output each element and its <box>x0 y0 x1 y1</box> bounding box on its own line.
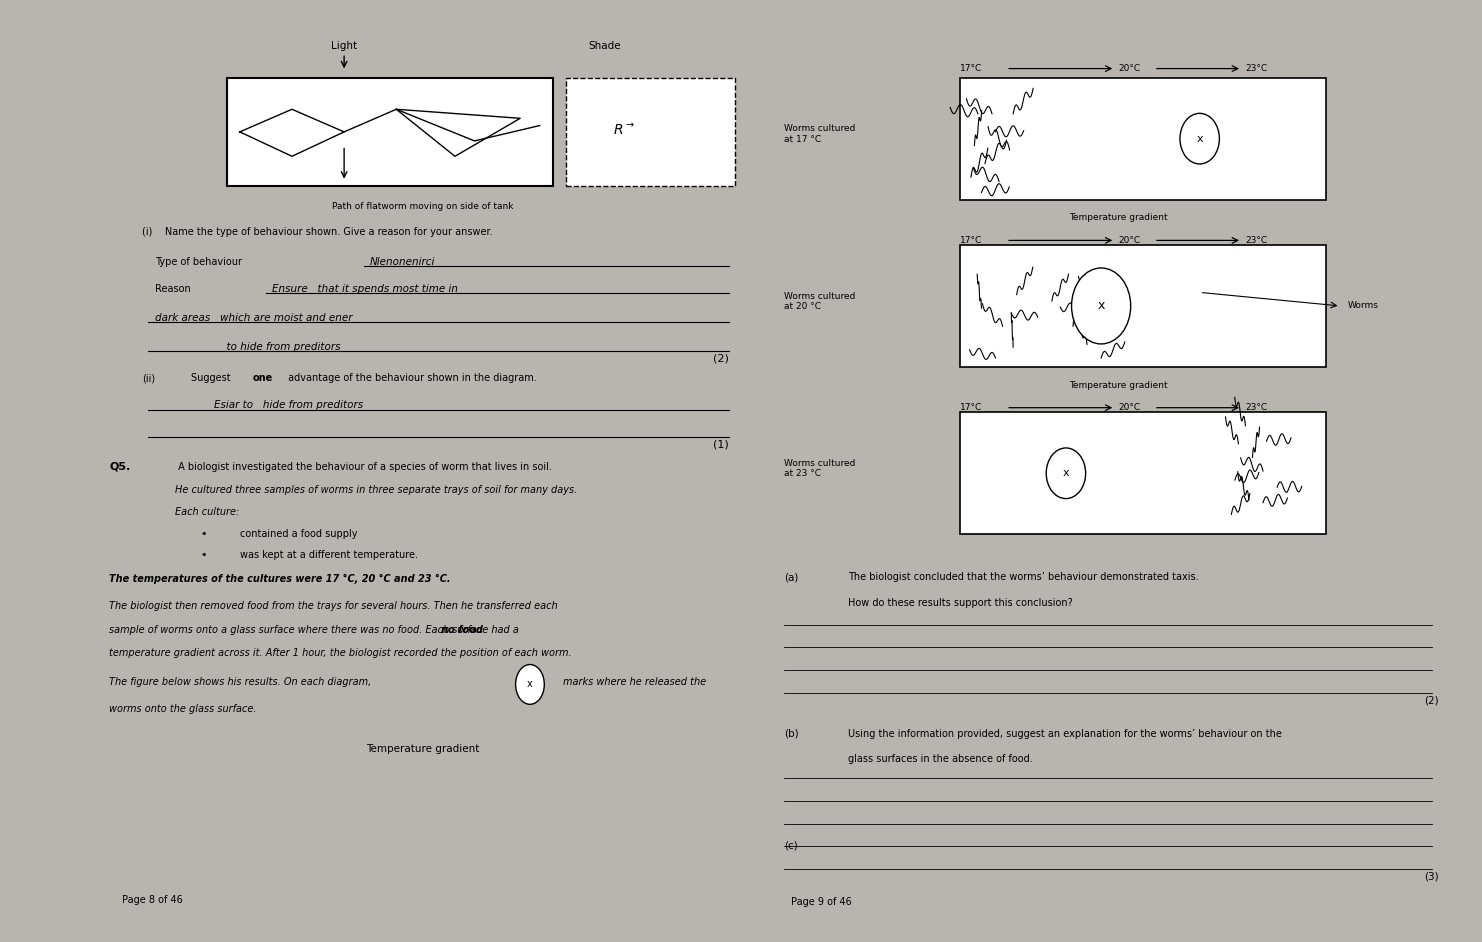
Text: one: one <box>253 373 273 383</box>
Text: Reason: Reason <box>156 284 191 294</box>
Text: The biologist then removed food from the trays for several hours. Then he transf: The biologist then removed food from the… <box>110 601 559 611</box>
Text: x: x <box>528 679 534 690</box>
Text: The figure below shows his results. On each diagram,: The figure below shows his results. On e… <box>110 677 372 687</box>
Text: (2): (2) <box>1424 695 1439 706</box>
Text: Q5.: Q5. <box>110 462 130 472</box>
Text: •: • <box>200 528 207 539</box>
Text: 23°C: 23°C <box>1245 403 1267 413</box>
Text: (1): (1) <box>713 439 729 449</box>
Text: (3): (3) <box>1424 871 1439 882</box>
Circle shape <box>516 664 544 705</box>
Text: 17°C: 17°C <box>960 64 983 73</box>
Text: Light: Light <box>330 41 357 52</box>
Text: Esiar to   hide from preditors: Esiar to hide from preditors <box>213 400 363 411</box>
Text: (b): (b) <box>784 729 799 739</box>
Text: (i)    Name the type of behaviour shown. Give a reason for your answer.: (i) Name the type of behaviour shown. Gi… <box>142 227 492 236</box>
Text: x: x <box>1196 134 1203 144</box>
Text: Shade: Shade <box>588 41 621 52</box>
Text: (2): (2) <box>713 353 729 364</box>
Text: Each culture:: Each culture: <box>175 507 239 517</box>
Text: no food: no food <box>440 625 483 635</box>
Text: Worms cultured
at 20 °C: Worms cultured at 20 °C <box>784 292 855 311</box>
Bar <box>960 245 1326 367</box>
Bar <box>960 413 1326 534</box>
Text: $\mathit{R}^{\rightarrow}$: $\mathit{R}^{\rightarrow}$ <box>614 122 636 138</box>
Text: He cultured three samples of worms in three separate trays of soil for many days: He cultured three samples of worms in th… <box>175 485 576 495</box>
Text: advantage of the behaviour shown in the diagram.: advantage of the behaviour shown in the … <box>286 373 536 383</box>
Text: •: • <box>200 550 207 560</box>
Text: Temperature gradient: Temperature gradient <box>1070 381 1168 390</box>
Circle shape <box>1071 268 1131 344</box>
Text: marks where he released the: marks where he released the <box>563 677 705 687</box>
Text: Page 9 of 46: Page 9 of 46 <box>791 897 852 907</box>
Bar <box>566 77 735 187</box>
Text: Suggest: Suggest <box>191 373 234 383</box>
Text: A biologist investigated the behaviour of a species of worm that lives in soil.: A biologist investigated the behaviour o… <box>175 462 551 472</box>
Text: Using the information provided, suggest an explanation for the worms’ behaviour : Using the information provided, suggest … <box>848 729 1282 739</box>
Text: 17°C: 17°C <box>960 403 983 413</box>
Text: Type of behaviour: Type of behaviour <box>156 256 242 267</box>
Bar <box>227 77 553 187</box>
Circle shape <box>1180 113 1220 164</box>
Text: contained a food supply: contained a food supply <box>240 528 357 539</box>
Text: Page 8 of 46: Page 8 of 46 <box>123 895 184 905</box>
Text: 23°C: 23°C <box>1245 64 1267 73</box>
Text: 20°C: 20°C <box>1119 236 1141 245</box>
Text: (c): (c) <box>784 841 799 851</box>
Text: glass surfaces in the absence of food.: glass surfaces in the absence of food. <box>848 754 1033 764</box>
Text: 23°C: 23°C <box>1245 236 1267 245</box>
Text: sample of worms onto a glass surface where there was no food. Each surface had a: sample of worms onto a glass surface whe… <box>110 625 519 635</box>
Text: The temperatures of the cultures were 17 °C, 20 °C and 23 °C.: The temperatures of the cultures were 17… <box>110 574 451 584</box>
Text: Worms cultured
at 23 °C: Worms cultured at 23 °C <box>784 459 855 479</box>
Text: 20°C: 20°C <box>1119 403 1141 413</box>
Text: (a): (a) <box>784 573 799 582</box>
Text: x: x <box>1098 300 1104 313</box>
Text: Temperature gradient: Temperature gradient <box>366 744 479 755</box>
Text: temperature gradient across it. After 1 hour, the biologist recorded the positio: temperature gradient across it. After 1 … <box>110 648 572 658</box>
Text: to hide from preditors: to hide from preditors <box>156 342 341 351</box>
Bar <box>960 77 1326 200</box>
Text: Nlenonenirci: Nlenonenirci <box>370 256 436 267</box>
Text: dark areas   which are moist and ener: dark areas which are moist and ener <box>156 313 353 323</box>
Circle shape <box>1046 448 1086 498</box>
Text: Ensure   that it spends most time in: Ensure that it spends most time in <box>273 284 458 294</box>
Text: Path of flatworm moving on side of tank: Path of flatworm moving on side of tank <box>332 202 513 210</box>
Text: Worms: Worms <box>1347 301 1378 311</box>
Text: worms onto the glass surface.: worms onto the glass surface. <box>110 705 256 714</box>
Text: was kept at a different temperature.: was kept at a different temperature. <box>240 550 418 560</box>
Text: x: x <box>1063 468 1069 479</box>
Text: Temperature gradient: Temperature gradient <box>1070 213 1168 222</box>
Text: How do these results support this conclusion?: How do these results support this conclu… <box>848 597 1073 608</box>
Text: Worms cultured
at 17 °C: Worms cultured at 17 °C <box>784 124 855 144</box>
Text: 20°C: 20°C <box>1119 64 1141 73</box>
Text: 17°C: 17°C <box>960 236 983 245</box>
Text: The biologist concluded that the worms’ behaviour demonstrated taxis.: The biologist concluded that the worms’ … <box>848 573 1199 582</box>
Text: (ii): (ii) <box>142 373 156 383</box>
